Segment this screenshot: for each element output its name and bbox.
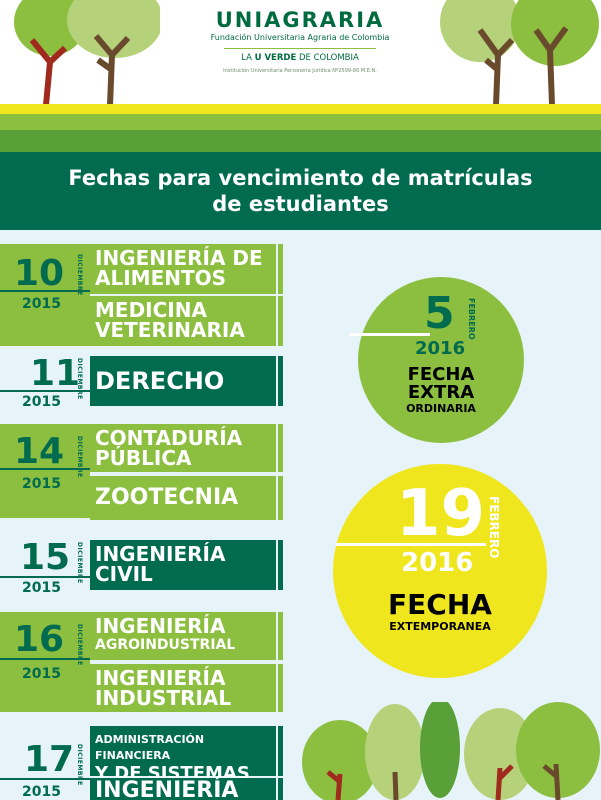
date-month: DICIEMBRE [76,436,83,478]
date-divider [0,468,90,470]
program-cell: INGENIERÍA CIVIL [90,540,283,590]
date-box [0,424,90,518]
date-divider [0,290,90,292]
date-month: DICIEMBRE [76,254,83,296]
extra-year: 2016 [415,338,466,359]
stripe-light-green [0,114,601,130]
program-cell: ADMINISTRACIÓN FINANCIERA Y DE SISTEMAS [90,726,283,784]
extra-month: FEBRERO [467,298,476,340]
program-cell: INGENIERÍA [90,778,283,800]
extemp-day: 19 [396,477,486,551]
date-box [0,612,90,712]
program-cell: INGENIERÍA INDUSTRIAL [90,664,283,712]
date-day: 14 [14,431,65,472]
date-year: 2015 [22,666,61,682]
tree-bottom-icon [302,702,600,800]
extra-day: 5 [424,288,455,339]
brand-name: UNIAGRARIA [215,8,385,32]
program-cell: INGENIERÍA DE ALIMENTOS [90,244,283,294]
brand-tagline: LA U VERDE DE COLOMBIA [241,53,359,63]
extemp-date-line [336,543,486,546]
stripe-mid-green [0,130,601,152]
date-divider [0,778,90,780]
date-year: 2015 [22,476,61,492]
program-cell: ZOOTECNIA [90,476,283,520]
date-year: 2015 [22,580,61,596]
stripe-yellow [0,104,601,114]
date-day: 15 [20,537,71,578]
extemp-date-circle [333,464,547,678]
date-day: 17 [24,739,75,780]
date-year: 2015 [22,394,61,410]
page-title: Fechas para vencimiento de matrículas de… [0,152,601,230]
date-month: DICIEMBRE [76,624,83,666]
date-day: 16 [14,619,65,660]
extemp-month: FEBRERO [487,496,501,559]
brand-block: UNIAGRARIA Fundación Universitaria Agrar… [210,8,390,74]
brand-divider [224,48,376,49]
date-box [0,356,90,408]
program-cell: MEDICINA VETERINARIA [90,296,283,346]
date-day: 10 [14,253,65,294]
extra-label: FECHA EXTRA ORDINARIA [406,364,476,416]
date-box [0,244,90,346]
extra-date-line [350,333,430,336]
program-cell: DERECHO [90,356,283,406]
title-line-1: Fechas para vencimiento de matrículas [68,166,533,190]
date-month: DICIEMBRE [76,744,83,786]
date-year: 2015 [22,784,61,800]
date-divider [0,576,90,578]
header: UNIAGRARIA Fundación Universitaria Agrar… [0,0,601,107]
extemp-label: FECHA EXTEMPORANEA [388,588,492,634]
extra-date-circle [358,277,524,443]
extemp-year: 2016 [401,548,474,578]
date-day: 11 [30,353,81,394]
date-month: DICIEMBRE [76,358,83,400]
title-line-2: de estudiantes [212,192,389,216]
date-divider [0,390,90,392]
brand-subtitle: Fundación Universitaria Agraria de Colom… [210,33,390,42]
program-cell: INGENIERÍA AGROINDUSTRIAL [90,612,283,660]
date-divider [0,658,90,660]
tree-right-icon [440,0,599,106]
institution-text: Institución Universitaria Personería Jur… [223,68,377,74]
program-cell: CONTADURÍA PÚBLICA [90,424,283,472]
tree-left-icon [14,0,160,106]
date-year: 2015 [22,296,61,312]
date-month: DICIEMBRE [76,542,83,584]
